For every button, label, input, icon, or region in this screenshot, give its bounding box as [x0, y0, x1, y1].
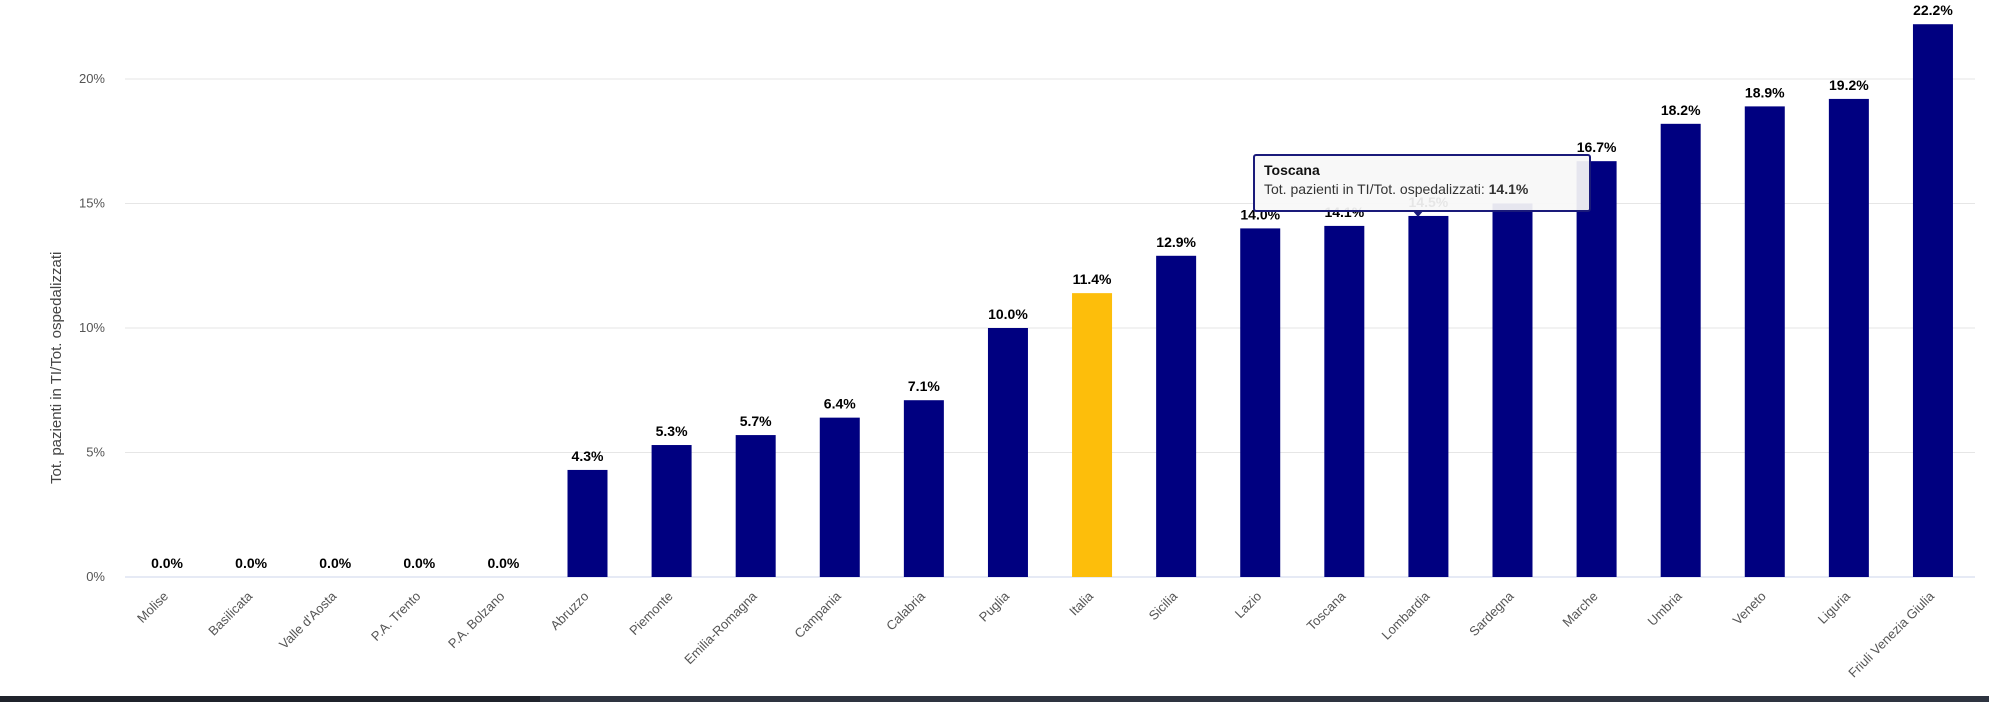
x-tick-label: Umbria	[1645, 588, 1686, 629]
tooltip-label: Tot. pazienti in TI/Tot. ospedalizzati:	[1264, 181, 1489, 197]
data-label: 19.2%	[1829, 77, 1869, 93]
data-label: 4.3%	[572, 448, 604, 464]
data-label: 12.9%	[1156, 234, 1196, 250]
data-label: 6.4%	[824, 396, 856, 412]
tooltip-value: 14.1%	[1488, 181, 1529, 197]
x-tick-label: P.A. Bolzano	[445, 589, 508, 652]
x-tick-label: Sicilia	[1146, 588, 1181, 623]
tooltip-title: Toscana	[1264, 162, 1320, 178]
y-tick-label: 20%	[79, 71, 105, 86]
x-tick-label: Friuli Venezia Giulia	[1845, 588, 1937, 680]
data-label: 5.3%	[656, 423, 688, 439]
x-tick-label: Liguria	[1815, 588, 1854, 627]
tooltip: Toscana Tot. pazienti in TI/Tot. ospedal…	[1253, 154, 1591, 212]
y-tick-label: 5%	[86, 445, 105, 460]
x-tick-label: Italia	[1066, 588, 1097, 619]
bar	[651, 445, 692, 577]
data-label: 0.0%	[235, 555, 267, 571]
bar	[1324, 225, 1365, 577]
data-label: 16.7%	[1577, 139, 1617, 155]
bar	[1156, 255, 1197, 578]
bottom-scrollbar-thumb[interactable]	[0, 696, 540, 702]
data-label: 0.0%	[403, 555, 435, 571]
data-label: 18.9%	[1745, 84, 1785, 100]
data-label: 10.0%	[988, 306, 1028, 322]
bar	[1660, 123, 1701, 577]
bar	[1576, 161, 1617, 578]
bar	[1492, 203, 1533, 577]
data-label: 11.4%	[1073, 271, 1112, 287]
y-axis-title: Tot. pazienti in TI/Tot. ospedalizzati	[48, 252, 65, 484]
data-label: 18.2%	[1661, 102, 1701, 118]
data-label: 5.7%	[740, 413, 772, 429]
x-tick-label: Lombardia	[1378, 588, 1433, 643]
x-tick-label: Valle d'Aosta	[276, 588, 340, 652]
x-tick-label: Abruzzo	[547, 589, 591, 633]
bar	[1072, 293, 1113, 577]
tooltip-pointer	[1412, 210, 1424, 217]
x-tick-label: Toscana	[1304, 588, 1349, 633]
bar	[987, 328, 1028, 577]
x-tick-label: Lazio	[1232, 589, 1265, 622]
bar	[1240, 228, 1281, 577]
x-tick-label: Marche	[1559, 589, 1600, 630]
y-tick-label: 0%	[86, 569, 105, 584]
x-tick-label: Veneto	[1730, 589, 1769, 628]
bar	[819, 417, 860, 577]
bar	[1828, 98, 1869, 578]
data-label: 7.1%	[908, 378, 940, 394]
x-tick-label: Campania	[791, 588, 844, 641]
x-tick-label: Basilicata	[205, 588, 255, 638]
y-tick-label: 15%	[79, 196, 105, 211]
tooltip-body: Tot. pazienti in TI/Tot. ospedalizzati: …	[1264, 181, 1580, 197]
x-tick-label: Piemonte	[626, 589, 675, 638]
y-tick-label: 10%	[79, 320, 105, 335]
x-tick-label: Sardegna	[1466, 588, 1517, 639]
bar	[1912, 24, 1953, 578]
bar	[567, 469, 608, 577]
x-tick-label: Molise	[134, 589, 171, 626]
data-label: 0.0%	[487, 555, 519, 571]
bar	[1408, 215, 1449, 577]
x-tick-label: Calabria	[883, 588, 928, 633]
x-tick-label: Puglia	[976, 588, 1013, 625]
x-tick-label: Emilia-Romagna	[681, 588, 760, 667]
x-tick-label: P.A. Trento	[368, 589, 423, 644]
data-label: 22.2%	[1913, 2, 1953, 18]
bar	[735, 435, 776, 577]
bar	[903, 400, 944, 577]
data-label: 0.0%	[319, 555, 351, 571]
data-label: 0.0%	[151, 555, 183, 571]
bottom-scrollbar-track	[0, 696, 1989, 702]
bar	[1744, 106, 1785, 577]
